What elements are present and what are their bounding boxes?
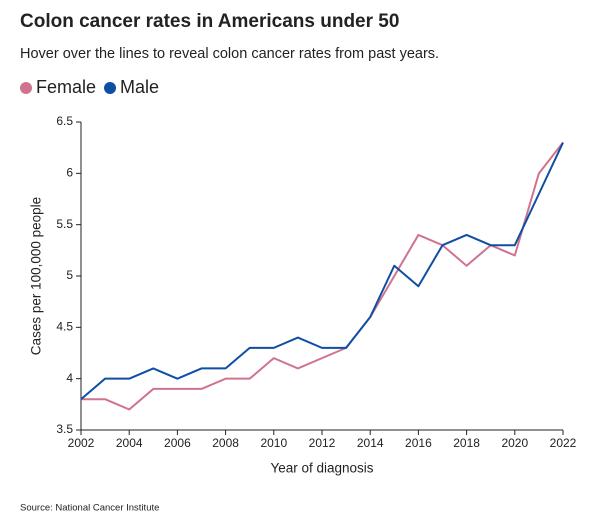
- x-tick-label: 2018: [453, 436, 480, 450]
- x-tick-label: 2002: [68, 436, 95, 450]
- y-tick-label: 3.5: [56, 422, 73, 436]
- x-axis-label: Year of diagnosis: [270, 461, 373, 476]
- x-tick-label: 2012: [309, 436, 336, 450]
- x-tick-label: 2016: [405, 436, 432, 450]
- x-tick-label: 2006: [164, 436, 191, 450]
- y-tick-label: 4: [66, 371, 73, 385]
- x-tick-label: 2020: [501, 436, 528, 450]
- y-tick-label: 4.5: [56, 320, 73, 334]
- legend-swatch: [20, 82, 32, 94]
- y-tick-label: 6.5: [56, 114, 73, 128]
- x-tick-label: 2022: [550, 436, 577, 450]
- x-tick-label: 2014: [357, 436, 384, 450]
- x-tick-label: 2010: [260, 436, 287, 450]
- chart-subtitle: Hover over the lines to reveal colon can…: [20, 46, 439, 62]
- x-tick-label: 2008: [212, 436, 239, 450]
- legend-swatch: [104, 82, 117, 94]
- legend-label: Female: [36, 77, 96, 97]
- source-note: Source: National Cancer Institute: [20, 503, 159, 514]
- legend-label: Male: [120, 77, 159, 97]
- x-tick-label: 2004: [116, 436, 143, 450]
- y-axis-label: Cases per 100,000 people: [29, 197, 44, 355]
- y-tick-label: 5.5: [56, 217, 73, 231]
- series-line[interactable]: [81, 141, 564, 411]
- chart-title: Colon cancer rates in Americans under 50: [20, 11, 399, 32]
- y-tick-label: 6: [66, 166, 73, 180]
- y-tick-label: 5: [66, 268, 73, 282]
- series-line[interactable]: [80, 142, 564, 400]
